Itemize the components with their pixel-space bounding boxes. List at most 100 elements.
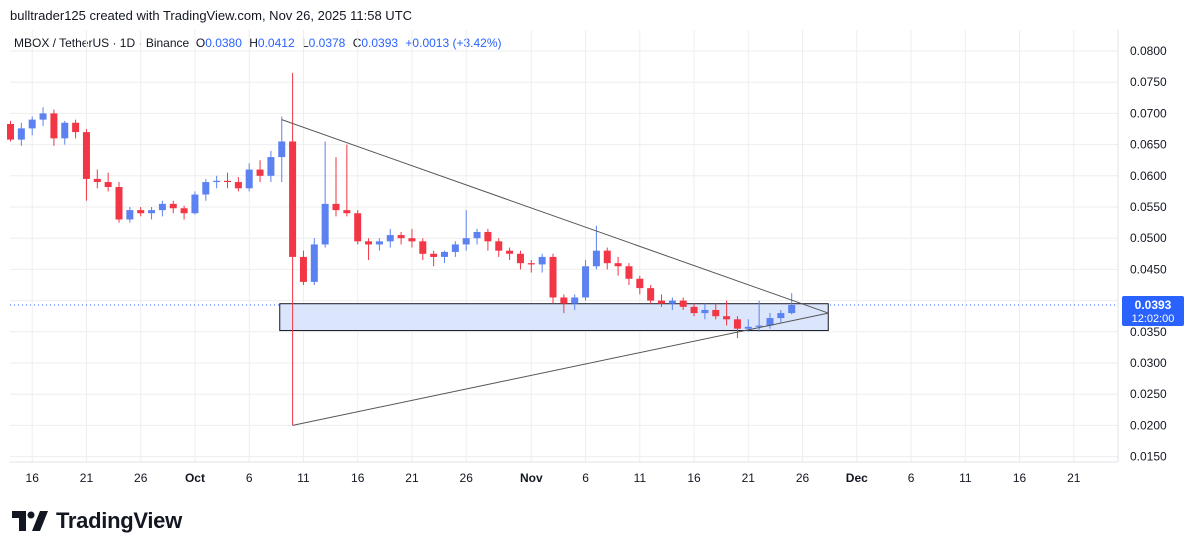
candle-body[interactable] <box>191 194 199 214</box>
candle-body[interactable] <box>256 169 264 176</box>
candle-body[interactable] <box>538 256 546 265</box>
candle-body[interactable] <box>451 244 459 252</box>
candle-body[interactable] <box>484 231 492 242</box>
candle-body[interactable] <box>28 119 36 129</box>
candle-body[interactable] <box>93 178 101 183</box>
x-tick-label: 6 <box>246 471 253 485</box>
candle-body[interactable] <box>148 210 156 214</box>
candle-body[interactable] <box>126 210 134 220</box>
x-tick-label: 21 <box>742 471 756 485</box>
candle-body[interactable] <box>299 256 307 282</box>
candle-body[interactable] <box>527 263 535 265</box>
candle-body[interactable] <box>310 244 318 282</box>
x-tick-label: Oct <box>185 471 205 485</box>
candle-body[interactable] <box>419 241 427 254</box>
candle-body[interactable] <box>267 157 275 176</box>
candle-body[interactable] <box>365 241 373 245</box>
high-label: H <box>249 36 258 50</box>
candle-body[interactable] <box>104 182 112 188</box>
y-tick-label: 0.0650 <box>1130 138 1167 152</box>
candle-body[interactable] <box>755 325 763 327</box>
candle-body[interactable] <box>495 241 503 251</box>
candle-body[interactable] <box>636 278 644 289</box>
candle-body[interactable] <box>82 132 90 179</box>
candle-body[interactable] <box>158 203 166 211</box>
candle-body[interactable] <box>614 263 622 267</box>
trendlines[interactable] <box>281 119 829 426</box>
open-label: O <box>195 36 206 50</box>
candle-body[interactable] <box>679 300 687 307</box>
candle-body[interactable] <box>625 266 633 279</box>
candle-body[interactable] <box>712 309 720 317</box>
symbol-label[interactable]: MBOX / TetherUS · 1D · Binance <box>14 36 190 50</box>
candle-body[interactable] <box>397 235 405 239</box>
candle-body[interactable] <box>766 318 774 326</box>
candle-body[interactable] <box>506 250 514 254</box>
candle-body[interactable] <box>744 326 752 329</box>
candle-body[interactable] <box>582 266 590 298</box>
candle-body[interactable] <box>234 182 242 189</box>
x-tick-label: 16 <box>351 471 365 485</box>
triangle-upper-line[interactable] <box>281 119 829 314</box>
candle-body[interactable] <box>658 300 665 304</box>
candle-body[interactable] <box>72 122 80 133</box>
candles[interactable] <box>7 72 796 426</box>
candle-body[interactable] <box>516 253 524 264</box>
candle-body[interactable] <box>375 241 383 245</box>
candle-body[interactable] <box>733 319 741 329</box>
candle-body[interactable] <box>462 238 470 245</box>
price-tag-box <box>1122 295 1184 326</box>
candle-body[interactable] <box>7 124 14 140</box>
x-tick-label: 21 <box>1067 471 1081 485</box>
candle-body[interactable] <box>408 238 416 242</box>
tradingview-brand[interactable]: TradingView <box>12 508 182 534</box>
candle-body[interactable] <box>137 210 145 214</box>
candle-body[interactable] <box>343 210 351 214</box>
candle-body[interactable] <box>50 113 58 139</box>
y-tick-label: 0.0250 <box>1130 387 1167 401</box>
candle-body[interactable] <box>473 231 481 239</box>
candle-body[interactable] <box>278 141 286 158</box>
candle-body[interactable] <box>224 180 231 183</box>
support-zone[interactable] <box>279 303 829 332</box>
close-value: 0.0393 <box>361 36 399 50</box>
chart-header: bulltrader125 created with TradingView.c… <box>10 8 413 23</box>
candle-body[interactable] <box>723 316 731 320</box>
candle-body[interactable] <box>213 180 221 183</box>
support-zone-rect[interactable] <box>279 303 829 332</box>
candle-body[interactable] <box>17 128 25 140</box>
candle-body[interactable] <box>180 208 188 214</box>
candle-body[interactable] <box>386 235 394 242</box>
candle-body[interactable] <box>289 141 297 257</box>
candle-body[interactable] <box>571 297 579 304</box>
candle-body[interactable] <box>321 203 329 245</box>
candle-body[interactable] <box>549 256 557 298</box>
candle-body[interactable] <box>668 300 676 304</box>
triangle-lower-line[interactable] <box>292 312 829 426</box>
candle-body[interactable] <box>441 251 448 257</box>
candle-body[interactable] <box>202 182 210 195</box>
candle-body[interactable] <box>354 213 362 242</box>
candle-body[interactable] <box>701 309 709 314</box>
candle-body[interactable] <box>592 250 600 267</box>
close-label: C <box>352 36 362 50</box>
candle-body[interactable] <box>332 203 340 211</box>
candle-body[interactable] <box>777 313 785 319</box>
candle-body[interactable] <box>647 288 655 301</box>
candle-body[interactable] <box>169 203 177 209</box>
price-tag-countdown: 12:02:00 <box>1132 313 1175 325</box>
x-tick-label: 26 <box>796 471 810 485</box>
candle-body[interactable] <box>690 306 698 314</box>
candle-body[interactable] <box>788 304 796 314</box>
price-tag-price: 0.0393 <box>1135 298 1172 312</box>
candle-body[interactable] <box>115 187 123 220</box>
candle-body[interactable] <box>61 122 69 139</box>
candle-body[interactable] <box>430 253 438 257</box>
candle-body[interactable] <box>560 297 568 304</box>
candle-body[interactable] <box>603 250 611 264</box>
candle-body[interactable] <box>245 169 253 189</box>
candle-body[interactable] <box>39 113 47 120</box>
y-tick-label: 0.0200 <box>1130 418 1167 432</box>
